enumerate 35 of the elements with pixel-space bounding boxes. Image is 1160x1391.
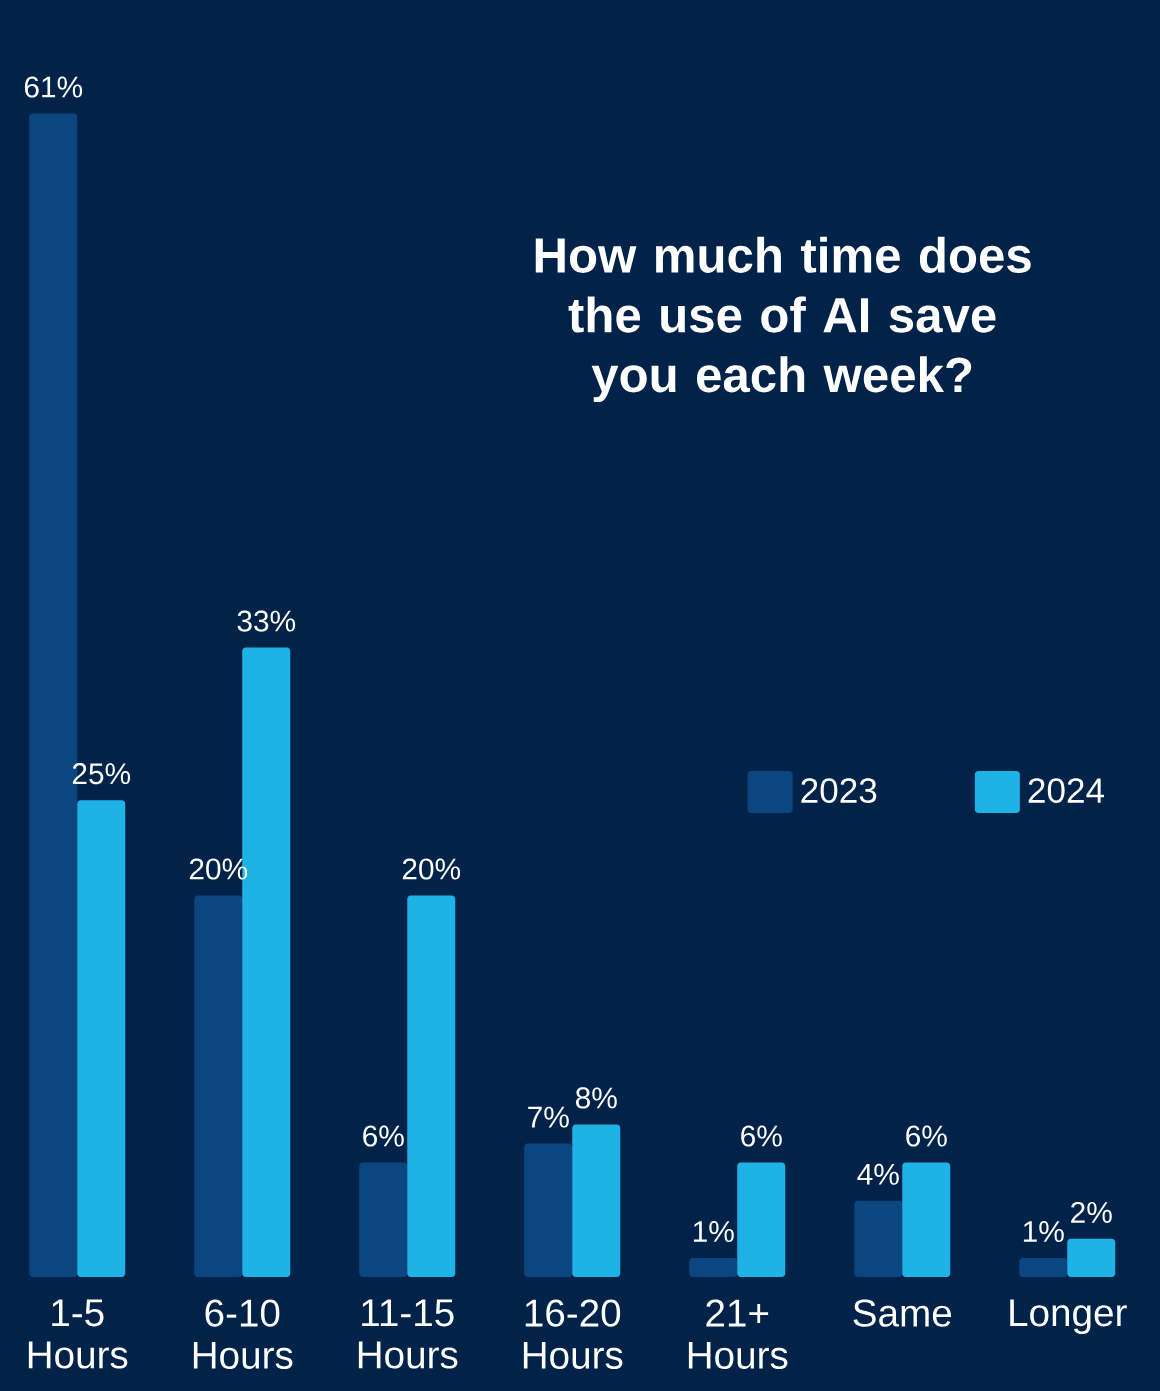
data-label: 25% bbox=[72, 763, 131, 785]
data-label: 4% bbox=[857, 1163, 899, 1185]
text: How much time does the use of AI save you each week? bbox=[535, 236, 1031, 403]
bar bbox=[902, 1162, 951, 1277]
data-label: 1% bbox=[693, 1221, 734, 1242]
data-label: 2% bbox=[1071, 1201, 1112, 1223]
bar bbox=[524, 1143, 573, 1277]
data-label: 61% bbox=[24, 76, 83, 98]
bar bbox=[1067, 1238, 1116, 1277]
x-tick-label: 6-10 Hours bbox=[193, 1299, 293, 1369]
data-label: 20% bbox=[402, 858, 461, 880]
data-label: 33% bbox=[237, 610, 296, 632]
data-label: 8% bbox=[575, 1087, 617, 1109]
legend-label: 2023 bbox=[801, 778, 877, 804]
data-label: 7% bbox=[528, 1106, 569, 1128]
bar bbox=[737, 1162, 786, 1277]
x-tick-label: 21+ Hours bbox=[688, 1299, 788, 1369]
x-tick-label: 1-5 Hours bbox=[28, 1299, 128, 1369]
bar bbox=[359, 1162, 408, 1277]
data-label: 1% bbox=[1023, 1221, 1064, 1242]
bar bbox=[407, 895, 456, 1277]
x-tick-label: 16-20 Hours bbox=[523, 1299, 623, 1369]
x-tick-label: Longer bbox=[1010, 1299, 1127, 1335]
bar bbox=[854, 1200, 903, 1277]
legend-label: 2024 bbox=[1028, 778, 1105, 804]
bar bbox=[689, 1257, 738, 1277]
data-label: 6% bbox=[906, 1125, 947, 1147]
x-tick-label: 11-15 Hours bbox=[358, 1299, 458, 1369]
x-tick-label: Same bbox=[853, 1299, 952, 1327]
data-label: 6% bbox=[741, 1125, 782, 1147]
bar bbox=[572, 1124, 621, 1277]
bar bbox=[194, 895, 243, 1277]
data-label: 6% bbox=[363, 1125, 404, 1147]
bar bbox=[1019, 1257, 1068, 1277]
bar bbox=[77, 800, 126, 1277]
